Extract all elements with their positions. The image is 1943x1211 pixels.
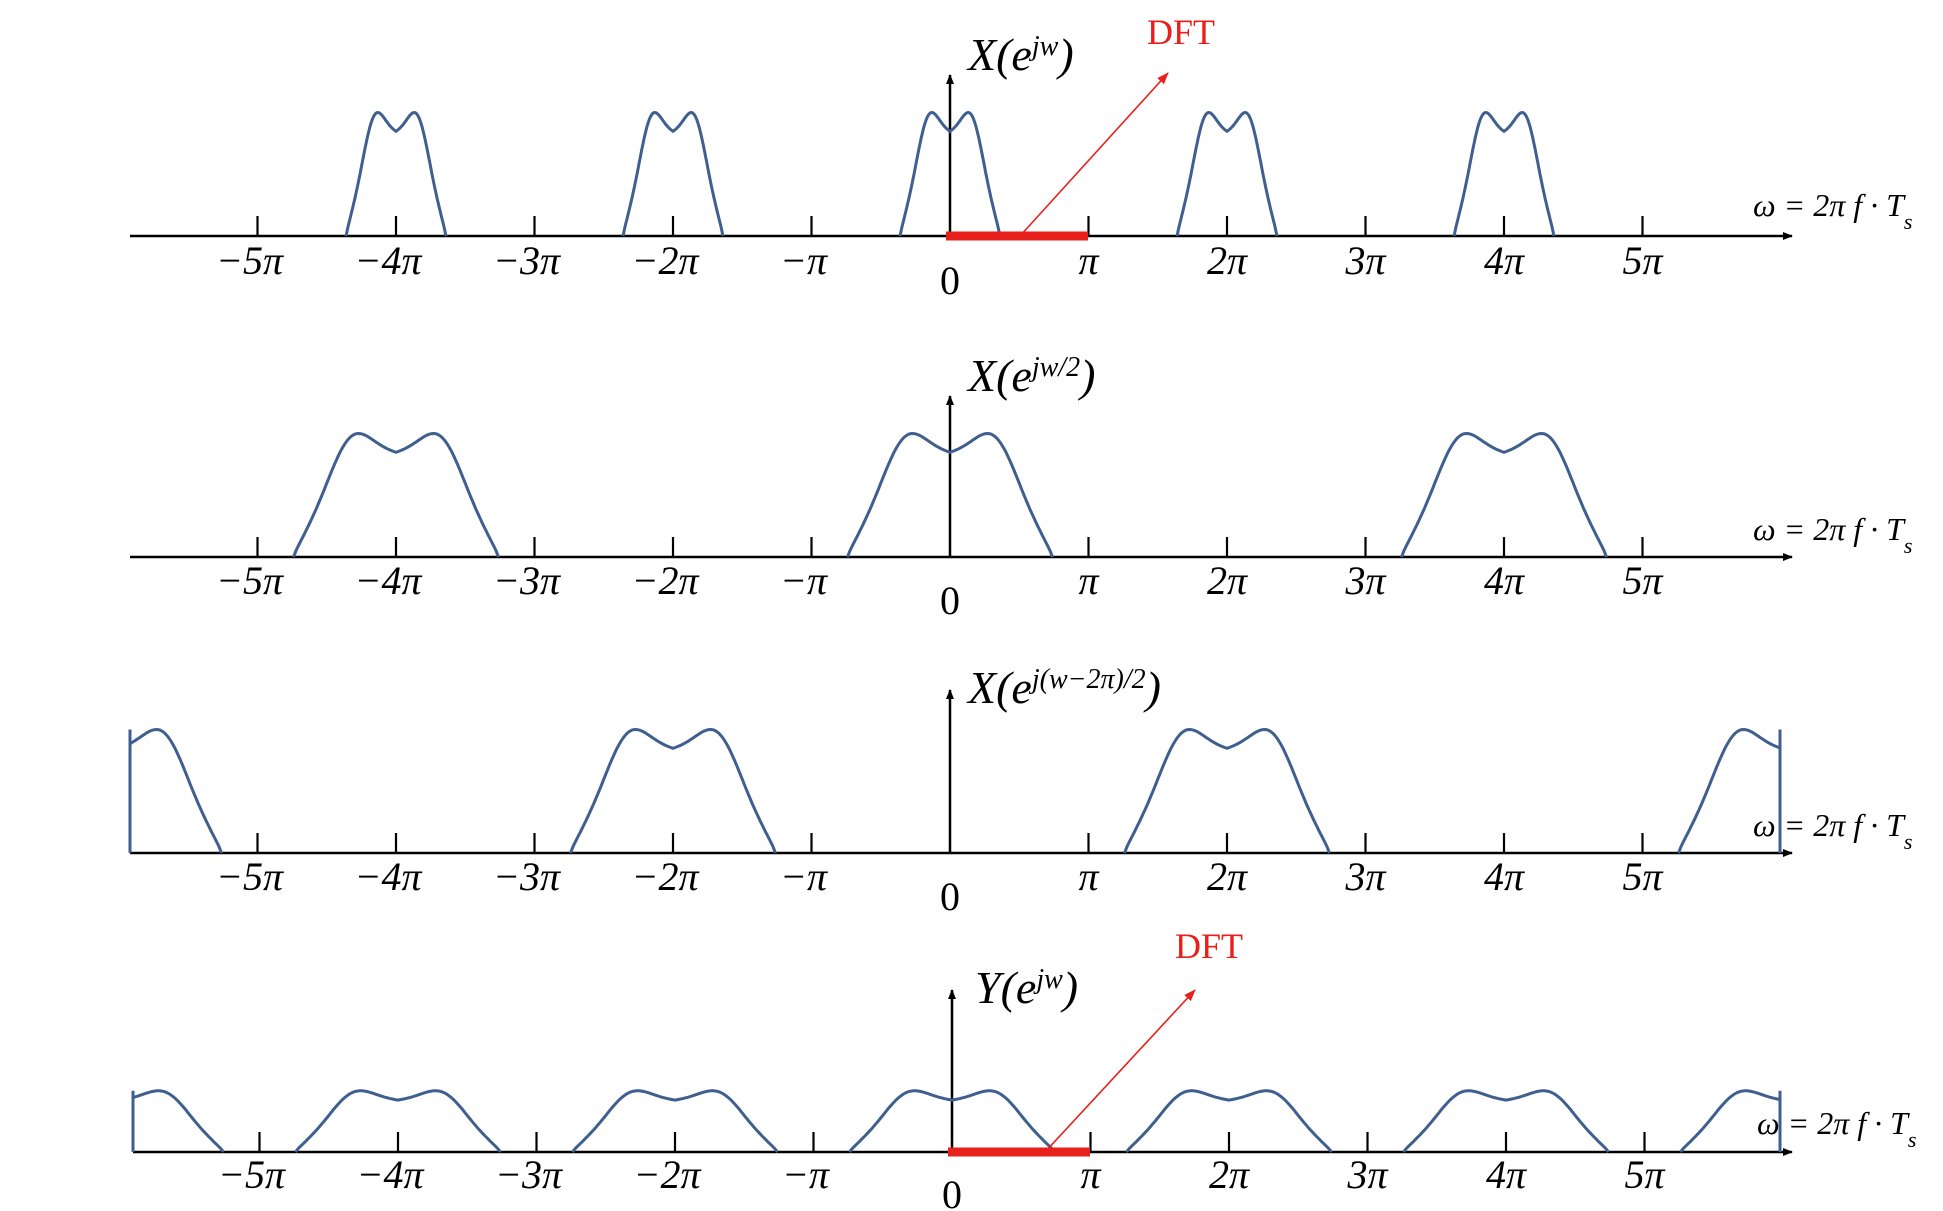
panel-3-spectrum-lobe — [1677, 727, 1782, 854]
panel-1-spectrum-lobe — [621, 110, 725, 237]
panel-4-tick-label: −3π — [495, 1152, 563, 1197]
panel-3-tick-label: −5π — [216, 854, 284, 899]
panel-2-tick-label: 2π — [1207, 558, 1248, 603]
panel-2-spectrum-lobe — [846, 431, 1054, 558]
panel-3-omega-label: ω = 2π f · Ts — [1753, 807, 1912, 854]
panel-1-tick-label: 5π — [1622, 238, 1663, 283]
panel-2-tick-label: 4π — [1484, 558, 1525, 603]
panel-1-spectrum-lobe — [344, 110, 448, 237]
panel-4-tick-label: −4π — [356, 1152, 424, 1197]
panel-1-omega-label: ω = 2π f · Ts — [1753, 187, 1912, 234]
panel-3-tick-label: 4π — [1484, 854, 1525, 899]
panel-3-tick-label: −3π — [493, 854, 561, 899]
panel-4: Y(ejw) DFT ω = 2π f · Ts — [975, 926, 1916, 1152]
panel-2-tick-label: π — [1078, 558, 1099, 603]
panel-2-spectrum-lobe — [1400, 431, 1608, 558]
panel-1-title: X(ejw) — [966, 29, 1074, 80]
panel-4-spectrum-lobe — [1125, 1089, 1333, 1153]
panel-3-spectrum-lobe — [1123, 727, 1331, 854]
plot-layer: −5π −4π −3π −2π −π 0 π 2π 3π 4π 5π −5π −4π −3π −2π −π 0 π… — [128, 72, 1793, 1211]
panel-3-tick-label: −2π — [631, 854, 699, 899]
panel-4-tick-label: −2π — [633, 1152, 701, 1197]
panel-3-spectrum-lobe — [128, 727, 223, 854]
panel-3-tick-label: 3π — [1344, 854, 1386, 899]
panel-4-tick-label: 0 — [942, 1172, 962, 1211]
panel-1-tick-label: 4π — [1484, 238, 1525, 283]
panel-4-dft-label: DFT — [1175, 926, 1243, 966]
panel-1-tick-label: −3π — [493, 238, 561, 283]
panel-2-tick-label: 0 — [940, 578, 960, 623]
panel-4-tick-label: 2π — [1209, 1152, 1250, 1197]
panel-4-spectrum-lobe — [1679, 1089, 1782, 1153]
panel-1: X(ejw) DFT ω = 2π f · Ts — [966, 12, 1912, 234]
panel-4-spectrum-lobe — [1402, 1089, 1610, 1153]
panel-2-tick-label: −4π — [354, 558, 422, 603]
panel-4-spectrum-lobe — [294, 1089, 502, 1153]
panel-2-spectrum-lobe — [292, 431, 500, 558]
panel-3-spectrum-lobe — [569, 727, 777, 854]
panel-2-tick-label: −3π — [493, 558, 561, 603]
panel-4-tick-label: 5π — [1624, 1152, 1665, 1197]
panel-1-tick-label: −2π — [631, 238, 699, 283]
panel-4-tick-label: π — [1080, 1152, 1101, 1197]
panel-2-title: X(ejw/2) — [966, 350, 1095, 401]
panel-1-tick-label: −π — [780, 238, 828, 283]
panel-2: X(ejw/2) ω = 2π f · Ts — [966, 350, 1912, 558]
panel-2-tick-label: −π — [780, 558, 828, 603]
panel-3-tick-label: π — [1078, 854, 1099, 899]
panel-4-spectrum-lobe — [131, 1089, 225, 1153]
panel-1-tick-label: 0 — [940, 258, 960, 303]
panel-3-tick-label: −π — [780, 854, 828, 899]
panel-3-tick-label: 2π — [1207, 854, 1248, 899]
panel-1-tick-label: 3π — [1344, 238, 1386, 283]
panel-1-spectrum-lobe — [898, 110, 1002, 237]
panel-3-title: X(ej(w−2π)/2) — [966, 662, 1161, 713]
panel-1-dft-label: DFT — [1147, 12, 1215, 52]
panel-4-tick-label: 3π — [1346, 1152, 1388, 1197]
panel-4-dft-arrow — [1044, 989, 1196, 1153]
panel-1-tick-label: −5π — [216, 238, 284, 283]
panel-3-tick-label: 0 — [940, 874, 960, 919]
panel-1-tick-label: 2π — [1207, 238, 1248, 283]
panel-3: X(ej(w−2π)/2) ω = 2π f · Ts — [966, 662, 1912, 854]
panel-4-tick-label: −5π — [218, 1152, 286, 1197]
panel-4-omega-label: ω = 2π f · Ts — [1757, 1105, 1916, 1152]
panel-2-tick-label: −5π — [216, 558, 284, 603]
panel-4-tick-label: 4π — [1486, 1152, 1527, 1197]
panel-3-tick-label: 5π — [1622, 854, 1663, 899]
panel-1-spectrum-lobe — [1452, 110, 1556, 237]
panel-2-tick-label: −2π — [631, 558, 699, 603]
panel-1-spectrum-lobe — [1175, 110, 1279, 237]
panel-4-spectrum-lobe — [848, 1089, 1056, 1153]
panel-2-tick-label: 3π — [1344, 558, 1386, 603]
panel-4-tick-label: −π — [782, 1152, 830, 1197]
panel-1-tick-label: −4π — [354, 238, 422, 283]
panel-4-spectrum-lobe — [571, 1089, 779, 1153]
panel-1-tick-label: π — [1078, 238, 1099, 283]
panel-2-tick-label: 5π — [1622, 558, 1663, 603]
panel-3-tick-label: −4π — [354, 854, 422, 899]
panel-4-title: Y(ejw) — [975, 962, 1078, 1013]
panel-1-dft-arrow — [1019, 72, 1169, 237]
panel-2-omega-label: ω = 2π f · Ts — [1753, 511, 1912, 558]
